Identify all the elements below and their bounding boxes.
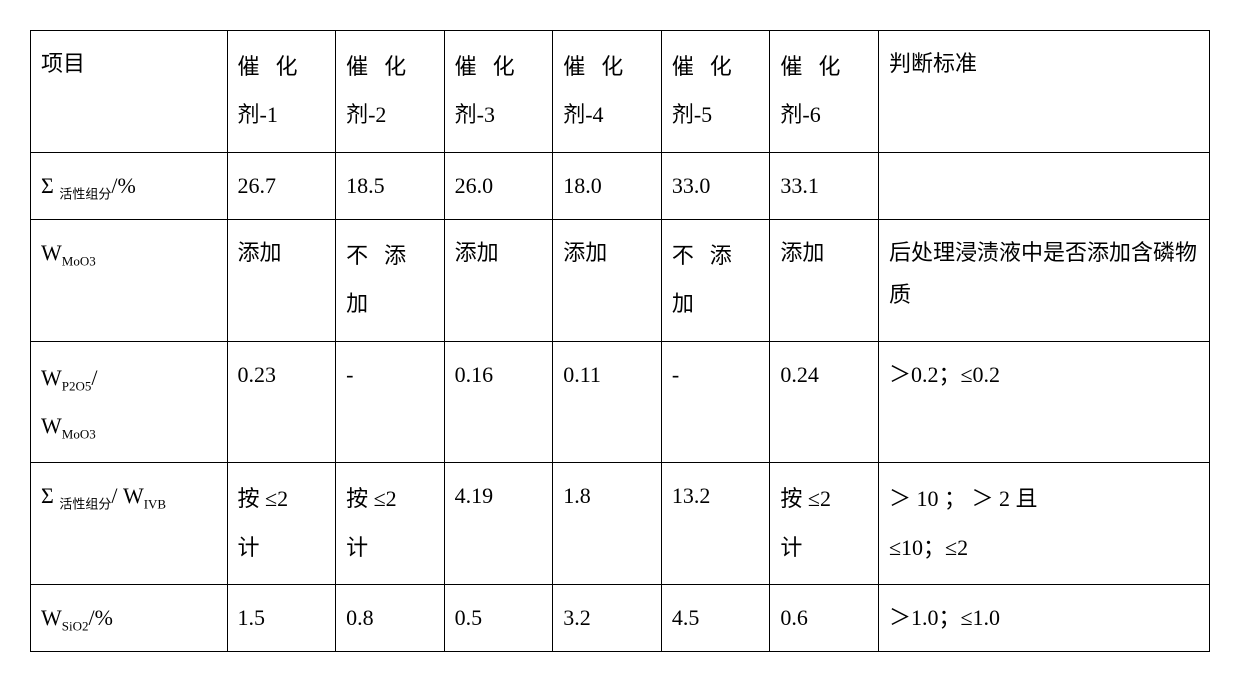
row-label: Σ 活性组分/% — [31, 152, 228, 219]
table-cell: 不 添加 — [661, 219, 770, 341]
table-cell: 添加 — [770, 219, 879, 341]
table-cell: 3.2 — [553, 585, 662, 652]
table-cell: 1.5 — [227, 585, 336, 652]
table-cell: 4.5 — [661, 585, 770, 652]
header-project: 项目 — [31, 31, 228, 153]
criteria-cell: ＞1.0；≤1.0 — [878, 585, 1209, 652]
table-cell: 1.8 — [553, 463, 662, 585]
table-cell: 添加 — [444, 219, 553, 341]
table-cell: 按 ≤2计 — [227, 463, 336, 585]
table-row: Σ 活性组分/% 26.7 18.5 26.0 18.0 33.0 33.1 — [31, 152, 1210, 219]
table-cell: - — [661, 341, 770, 463]
row-label: WMoO3 — [31, 219, 228, 341]
row-label: Σ 活性组分/ WIVB — [31, 463, 228, 585]
table-cell: 0.24 — [770, 341, 879, 463]
table-cell: 18.0 — [553, 152, 662, 219]
row-label: WSiO2/% — [31, 585, 228, 652]
table-cell: 不 添加 — [336, 219, 445, 341]
table-cell: 0.23 — [227, 341, 336, 463]
table-cell: - — [336, 341, 445, 463]
table-row: WSiO2/% 1.5 0.8 0.5 3.2 4.5 0.6 ＞1.0；≤1.… — [31, 585, 1210, 652]
criteria-cell — [878, 152, 1209, 219]
table-cell: 0.11 — [553, 341, 662, 463]
table-cell: 18.5 — [336, 152, 445, 219]
criteria-cell: ＞ 10 ； ＞ 2 且≤10；≤2 — [878, 463, 1209, 585]
header-catalyst-2: 催 化 剂-2 — [336, 31, 445, 153]
table-cell: 4.19 — [444, 463, 553, 585]
table-cell: 26.7 — [227, 152, 336, 219]
table-row: Σ 活性组分/ WIVB 按 ≤2计 按 ≤2计 4.19 1.8 13.2 按… — [31, 463, 1210, 585]
row-label: WP2O5/ WMoO3 — [31, 341, 228, 463]
table-header-row: 项目 催 化 剂-1 催 化 剂-2 催 化 剂-3 催 化 剂-4 催 化 剂… — [31, 31, 1210, 153]
table-cell: 按 ≤2计 — [336, 463, 445, 585]
table-cell: 26.0 — [444, 152, 553, 219]
table-row: WP2O5/ WMoO3 0.23 - 0.16 0.11 - 0.24 ＞0.… — [31, 341, 1210, 463]
header-catalyst-3: 催 化 剂-3 — [444, 31, 553, 153]
header-catalyst-5: 催 化 剂-5 — [661, 31, 770, 153]
header-criteria: 判断标准 — [878, 31, 1209, 153]
table-cell: 0.16 — [444, 341, 553, 463]
table-cell: 0.8 — [336, 585, 445, 652]
table-cell: 0.6 — [770, 585, 879, 652]
table-cell: 添加 — [227, 219, 336, 341]
table-row: WMoO3 添加 不 添加 添加 添加 不 添加 添加 后处理浸渍液中是否添加含… — [31, 219, 1210, 341]
header-catalyst-4: 催 化 剂-4 — [553, 31, 662, 153]
table-cell: 33.0 — [661, 152, 770, 219]
table-cell: 添加 — [553, 219, 662, 341]
table-cell: 按 ≤2计 — [770, 463, 879, 585]
criteria-cell: ＞0.2；≤0.2 — [878, 341, 1209, 463]
table-cell: 13.2 — [661, 463, 770, 585]
header-catalyst-1: 催 化 剂-1 — [227, 31, 336, 153]
criteria-cell: 后处理浸渍液中是否添加含磷物质 — [878, 219, 1209, 341]
header-catalyst-6: 催 化 剂-6 — [770, 31, 879, 153]
table-cell: 33.1 — [770, 152, 879, 219]
data-table: 项目 催 化 剂-1 催 化 剂-2 催 化 剂-3 催 化 剂-4 催 化 剂… — [30, 30, 1210, 652]
table-cell: 0.5 — [444, 585, 553, 652]
